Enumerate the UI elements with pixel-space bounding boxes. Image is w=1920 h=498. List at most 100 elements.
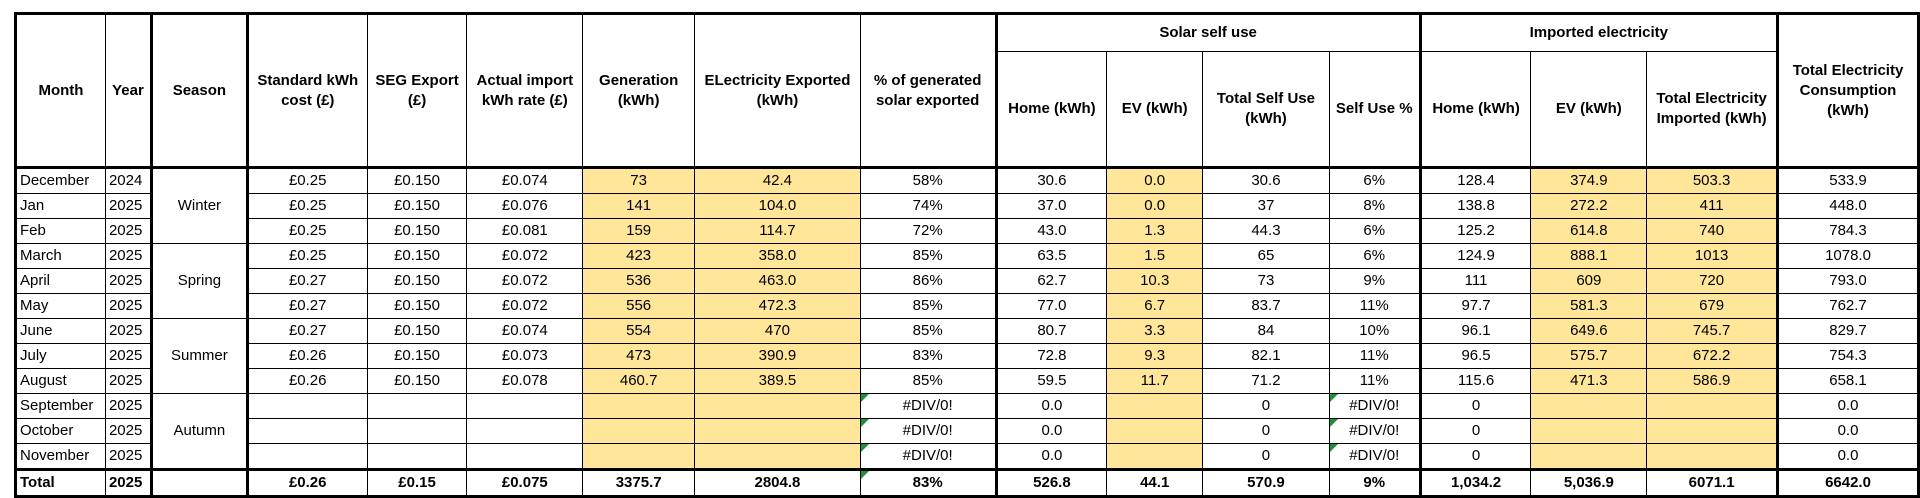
cell-standard-cost[interactable]: £0.27 (245, 293, 368, 319)
cell-import-total[interactable]: 503.3 (1646, 166, 1779, 194)
cell-import-ev[interactable] (1530, 418, 1648, 444)
cell-pct-exported[interactable]: #DIV/0! (859, 443, 997, 470)
cell-generation[interactable]: 554 (582, 318, 696, 344)
cell-pct-exported[interactable]: 83% (859, 343, 997, 369)
cell-exported[interactable]: 389.5 (694, 368, 861, 394)
cell-month[interactable]: October (14, 418, 106, 444)
cell-import-home[interactable]: 0 (1418, 443, 1532, 470)
cell-standard-cost[interactable] (245, 443, 368, 470)
cell-import-total[interactable]: 740 (1646, 218, 1779, 244)
cell-actual-import[interactable]: £0.072 (466, 268, 584, 294)
cell-season[interactable]: Spring (149, 243, 248, 319)
cell-actual-import[interactable]: £0.073 (466, 343, 584, 369)
total-standard-cost[interactable]: £0.26 (245, 468, 368, 498)
cell-import-ev[interactable]: 609 (1530, 268, 1648, 294)
cell-self-ev[interactable] (1106, 393, 1204, 419)
cell-self-home[interactable]: 63.5 (994, 243, 1108, 269)
cell-standard-cost[interactable] (245, 393, 368, 419)
cell-pct-exported[interactable]: #DIV/0! (859, 418, 997, 444)
cell-total-consumption[interactable]: 0.0 (1776, 418, 1920, 444)
cell-self-home[interactable]: 37.0 (994, 193, 1108, 219)
cell-self-ev[interactable]: 1.3 (1106, 218, 1204, 244)
cell-month[interactable]: August (14, 368, 106, 394)
cell-self-total[interactable]: 73 (1202, 268, 1330, 294)
cell-generation[interactable]: 536 (582, 268, 696, 294)
cell-import-total[interactable]: 1013 (1646, 243, 1779, 269)
cell-month[interactable]: Feb (14, 218, 106, 244)
cell-self-home[interactable]: 0.0 (994, 393, 1108, 419)
cell-seg-export[interactable]: £0.150 (366, 166, 468, 194)
cell-generation[interactable] (582, 418, 696, 444)
cell-year[interactable]: 2025 (104, 268, 152, 294)
cell-self-ev[interactable]: 1.5 (1106, 243, 1204, 269)
cell-generation[interactable] (582, 443, 696, 470)
cell-import-ev[interactable] (1530, 393, 1648, 419)
total-exported[interactable]: 2804.8 (694, 468, 861, 498)
cell-import-ev[interactable]: 575.7 (1530, 343, 1648, 369)
cell-import-total[interactable]: 720 (1646, 268, 1779, 294)
total-month[interactable]: Total (14, 468, 106, 498)
cell-import-ev[interactable]: 272.2 (1530, 193, 1648, 219)
cell-generation[interactable]: 141 (582, 193, 696, 219)
cell-self-pct[interactable]: 9% (1328, 268, 1421, 294)
cell-self-total[interactable]: 83.7 (1202, 293, 1330, 319)
cell-actual-import[interactable] (466, 443, 584, 470)
cell-generation[interactable]: 460.7 (582, 368, 696, 394)
cell-self-total[interactable]: 0 (1202, 418, 1330, 444)
cell-self-home[interactable]: 43.0 (994, 218, 1108, 244)
cell-year[interactable]: 2025 (104, 193, 152, 219)
cell-actual-import[interactable]: £0.078 (466, 368, 584, 394)
cell-total-consumption[interactable]: 533.9 (1776, 166, 1920, 194)
cell-year[interactable]: 2025 (104, 218, 152, 244)
cell-self-ev[interactable]: 9.3 (1106, 343, 1204, 369)
cell-self-pct[interactable]: #DIV/0! (1328, 418, 1421, 444)
cell-import-home[interactable]: 111 (1418, 268, 1532, 294)
cell-generation[interactable]: 73 (582, 166, 696, 194)
cell-month[interactable]: June (14, 318, 106, 344)
cell-standard-cost[interactable]: £0.27 (245, 268, 368, 294)
total-year[interactable]: 2025 (104, 468, 152, 498)
cell-self-home[interactable]: 62.7 (994, 268, 1108, 294)
cell-seg-export[interactable]: £0.150 (366, 318, 468, 344)
cell-import-total[interactable]: 586.9 (1646, 368, 1779, 394)
cell-self-home[interactable]: 80.7 (994, 318, 1108, 344)
total-generation[interactable]: 3375.7 (582, 468, 696, 498)
cell-total-consumption[interactable]: 793.0 (1776, 268, 1920, 294)
cell-actual-import[interactable] (466, 393, 584, 419)
cell-self-home[interactable]: 0.0 (994, 443, 1108, 470)
cell-month[interactable]: December (14, 166, 106, 194)
cell-pct-exported[interactable]: 85% (859, 368, 997, 394)
cell-total-consumption[interactable]: 1078.0 (1776, 243, 1920, 269)
cell-exported[interactable] (694, 418, 861, 444)
cell-self-home[interactable]: 77.0 (994, 293, 1108, 319)
cell-month[interactable]: Jan (14, 193, 106, 219)
cell-actual-import[interactable]: £0.072 (466, 243, 584, 269)
cell-actual-import[interactable]: £0.074 (466, 318, 584, 344)
cell-seg-export[interactable] (366, 418, 468, 444)
cell-pct-exported[interactable]: 85% (859, 243, 997, 269)
cell-self-pct[interactable]: 11% (1328, 343, 1421, 369)
cell-self-ev[interactable]: 0.0 (1106, 166, 1204, 194)
cell-seg-export[interactable]: £0.150 (366, 368, 468, 394)
cell-pct-exported[interactable]: 86% (859, 268, 997, 294)
cell-exported[interactable]: 472.3 (694, 293, 861, 319)
cell-self-ev[interactable]: 11.7 (1106, 368, 1204, 394)
cell-standard-cost[interactable]: £0.27 (245, 318, 368, 344)
cell-total-consumption[interactable]: 762.7 (1776, 293, 1920, 319)
cell-seg-export[interactable]: £0.150 (366, 293, 468, 319)
cell-pct-exported[interactable]: 74% (859, 193, 997, 219)
cell-pct-exported[interactable]: #DIV/0! (859, 393, 997, 419)
cell-standard-cost[interactable]: £0.25 (245, 166, 368, 194)
cell-self-home[interactable]: 59.5 (994, 368, 1108, 394)
cell-exported[interactable] (694, 393, 861, 419)
cell-import-home[interactable]: 115.6 (1418, 368, 1532, 394)
cell-standard-cost[interactable]: £0.26 (245, 368, 368, 394)
cell-import-home[interactable]: 124.9 (1418, 243, 1532, 269)
cell-self-pct[interactable]: 6% (1328, 218, 1421, 244)
total-total-consumption[interactable]: 6642.0 (1776, 468, 1920, 498)
cell-import-total[interactable]: 672.2 (1646, 343, 1779, 369)
cell-self-pct[interactable]: 6% (1328, 243, 1421, 269)
cell-seg-export[interactable]: £0.150 (366, 218, 468, 244)
cell-import-ev[interactable]: 374.9 (1530, 166, 1648, 194)
cell-import-home[interactable]: 97.7 (1418, 293, 1532, 319)
